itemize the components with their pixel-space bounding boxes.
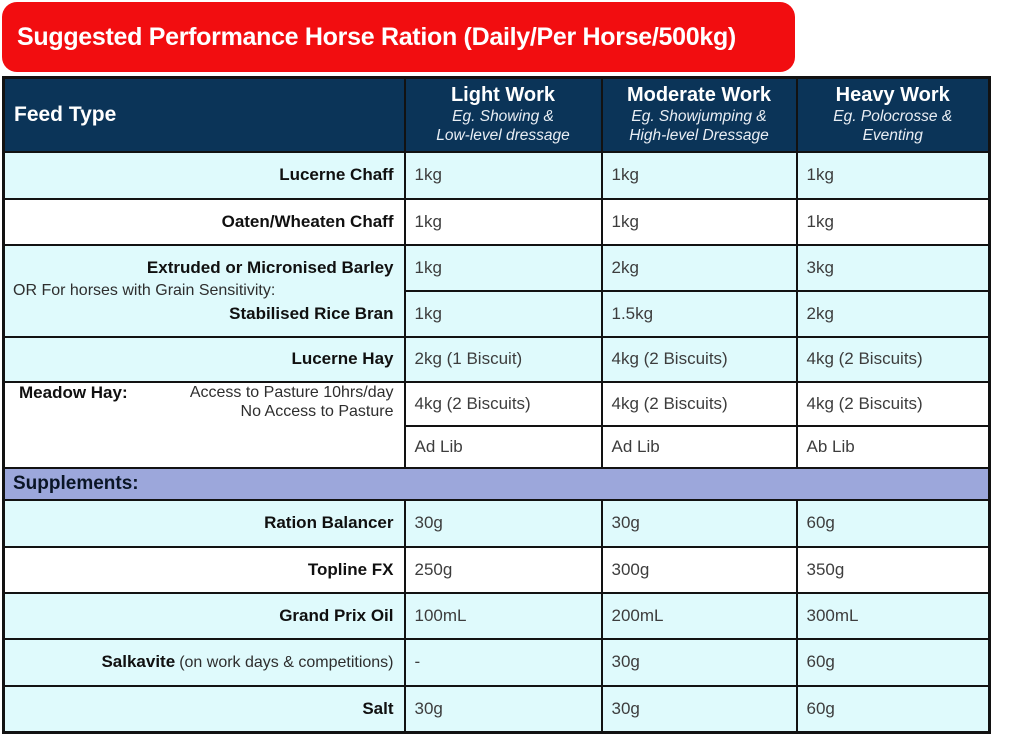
access-to-pasture-label: Access to Pasture 10hrs/day xyxy=(189,383,394,401)
value-cell: 4kg (2 Biscuits) xyxy=(795,380,991,427)
column-header-moderate-work: Moderate Work Eg. Showjumping & High-lev… xyxy=(600,76,798,153)
table-row-rice-bran: 1kg 1.5kg 2kg xyxy=(4,289,991,338)
table-row-salt: Salt 30g 30g 60g xyxy=(2,684,991,734)
feed-type-header: Feed Type xyxy=(2,76,406,153)
value-cell: 1kg xyxy=(403,243,603,292)
value-cell: 1kg xyxy=(403,289,603,338)
table-row-lucerne-chaff: Lucerne Chaff 1kg 1kg 1kg xyxy=(2,150,991,200)
table-row-topline-fx: Topline FX 250g 300g 350g xyxy=(2,545,991,594)
value-cell: 4kg (2 Biscuits) xyxy=(600,335,798,383)
value-cell: 350g xyxy=(795,545,991,594)
value-cell: Ab Lib xyxy=(795,424,991,469)
value-cell: 300mL xyxy=(795,591,991,640)
value-cell: 4kg (2 Biscuits) xyxy=(403,380,603,427)
value-cell: 30g xyxy=(403,498,603,548)
feed-type-label: Feed Type xyxy=(14,102,117,126)
value-cell: 2kg xyxy=(600,243,798,292)
value-cell: 60g xyxy=(795,684,991,734)
salkavite-note: (on work days & competitions) xyxy=(179,654,394,671)
grain-option-2-label: Stabilised Rice Bran xyxy=(229,303,394,323)
value-cell: 1.5kg xyxy=(600,289,798,338)
feed-type-cell-meadow-group: Meadow Hay: Access to Pasture 10hrs/day … xyxy=(2,380,406,469)
table-row-meadow-hay-no-pasture: Ad Lib Ad Lib Ab Lib xyxy=(4,424,991,469)
table-row-grand-prix-oil: Grand Prix Oil 100mL 200mL 300mL xyxy=(2,591,991,640)
value-cell: 300g xyxy=(600,545,798,594)
column-header-heavy-work: Heavy Work Eg. Polocrosse & Eventing xyxy=(795,76,991,153)
no-access-to-pasture-label: No Access to Pasture xyxy=(240,402,394,420)
column-subtitle: Eg. Polocrosse & Eventing xyxy=(833,108,953,144)
feed-type-cell: Salkavite (on work days & competitions) xyxy=(2,637,406,687)
grain-option-1-label: Extruded or Micronised Barley xyxy=(146,258,394,278)
supplements-section-label: Supplements: xyxy=(2,466,991,501)
value-cell: 3kg xyxy=(795,243,991,292)
value-cell: 2kg (1 Biscuit) xyxy=(403,335,603,383)
table-row-lucerne-hay: Lucerne Hay 2kg (1 Biscuit) 4kg (2 Biscu… xyxy=(2,335,991,383)
value-cell: 30g xyxy=(403,684,603,734)
value-cell: 1kg xyxy=(403,197,603,246)
value-cell: 100mL xyxy=(403,591,603,640)
value-cell: 30g xyxy=(600,637,798,687)
column-subtitle: Eg. Showjumping & High-level Dressage xyxy=(629,108,769,144)
feed-type-cell: Grand Prix Oil xyxy=(2,591,406,640)
table-row-ration-balancer: Ration Balancer 30g 30g 60g xyxy=(2,498,991,548)
feed-type-cell: Oaten/Wheaten Chaff xyxy=(2,197,406,246)
feed-type-cell: Lucerne Hay xyxy=(2,335,406,383)
feed-type-cell: Topline FX xyxy=(2,545,406,594)
table-row-oaten-wheaten-chaff: Oaten/Wheaten Chaff 1kg 1kg 1kg xyxy=(2,197,991,246)
value-cell: 1kg xyxy=(403,150,603,200)
value-cell: 200mL xyxy=(600,591,798,640)
value-cell: 1kg xyxy=(795,150,991,200)
grain-sensitivity-note: OR For horses with Grain Sensitivity: xyxy=(13,281,276,299)
table-row-salkavite: Salkavite (on work days & competitions) -… xyxy=(2,637,991,687)
header-row: Feed Type Light Work Eg. Showing & Low-l… xyxy=(2,76,991,153)
meadow-hay-label: Meadow Hay: xyxy=(19,382,128,402)
value-cell: 30g xyxy=(600,498,798,548)
column-subtitle: Eg. Showing & Low-level dressage xyxy=(436,108,570,144)
value-cell: Ad Lib xyxy=(403,424,603,469)
value-cell: 250g xyxy=(403,545,603,594)
ration-table: Feed Type Light Work Eg. Showing & Low-l… xyxy=(2,76,991,734)
value-cell: 4kg (2 Biscuits) xyxy=(795,335,991,383)
value-cell: Ad Lib xyxy=(600,424,798,469)
table-row-meadow-hay-pasture: Meadow Hay: Access to Pasture 10hrs/day … xyxy=(2,380,991,469)
page-title: Suggested Performance Horse Ration (Dail… xyxy=(17,22,736,51)
feed-type-cell: Ration Balancer xyxy=(2,498,406,548)
title-banner: Suggested Performance Horse Ration (Dail… xyxy=(2,2,795,72)
salkavite-label: Salkavite xyxy=(101,652,176,671)
table-row-barley: Extruded or Micronised Barley OR For hor… xyxy=(2,243,991,338)
value-cell: 1kg xyxy=(795,197,991,246)
supplements-section-row: Supplements: xyxy=(2,466,991,501)
column-title: Heavy Work xyxy=(835,84,950,107)
feed-type-cell-grain-group: Extruded or Micronised Barley OR For hor… xyxy=(2,243,406,338)
value-cell: 1kg xyxy=(600,197,798,246)
value-cell: 30g xyxy=(600,684,798,734)
value-cell: 60g xyxy=(795,637,991,687)
feed-type-cell: Salt xyxy=(2,684,406,734)
column-title: Light Work xyxy=(450,84,556,107)
value-cell: 1kg xyxy=(600,150,798,200)
feed-type-cell: Lucerne Chaff xyxy=(2,150,406,200)
value-cell: - xyxy=(403,637,603,687)
column-title: Moderate Work xyxy=(626,84,772,107)
value-cell: 2kg xyxy=(795,289,991,338)
value-cell: 4kg (2 Biscuits) xyxy=(600,380,798,427)
column-header-light-work: Light Work Eg. Showing & Low-level dress… xyxy=(403,76,603,153)
value-cell: 60g xyxy=(795,498,991,548)
